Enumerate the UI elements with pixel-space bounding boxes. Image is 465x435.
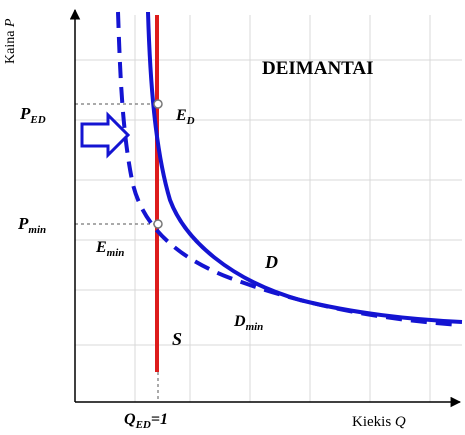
p-ed-label: PED xyxy=(19,104,46,126)
s-label: S xyxy=(172,329,182,349)
guide-lines xyxy=(75,103,159,402)
x-axis-label: Kiekis Q xyxy=(352,414,406,430)
point-e-d xyxy=(153,99,163,109)
diagram-title: DEIMANTAI xyxy=(262,58,374,79)
d-label: D xyxy=(264,252,278,272)
d-min-label: Dmin xyxy=(233,313,263,333)
y-axis-label: Kaina P xyxy=(3,18,18,64)
demand-curve xyxy=(146,11,463,324)
p-min-label: Pmin xyxy=(17,214,46,236)
e-min-label: Emin xyxy=(95,239,124,259)
right-arrow-icon xyxy=(80,111,131,159)
q-ed-label: QED=1 xyxy=(124,411,168,431)
e-d-label: ED xyxy=(175,107,195,127)
point-e-min xyxy=(153,219,163,229)
grid xyxy=(75,15,462,402)
demand-min-curve xyxy=(116,11,461,327)
